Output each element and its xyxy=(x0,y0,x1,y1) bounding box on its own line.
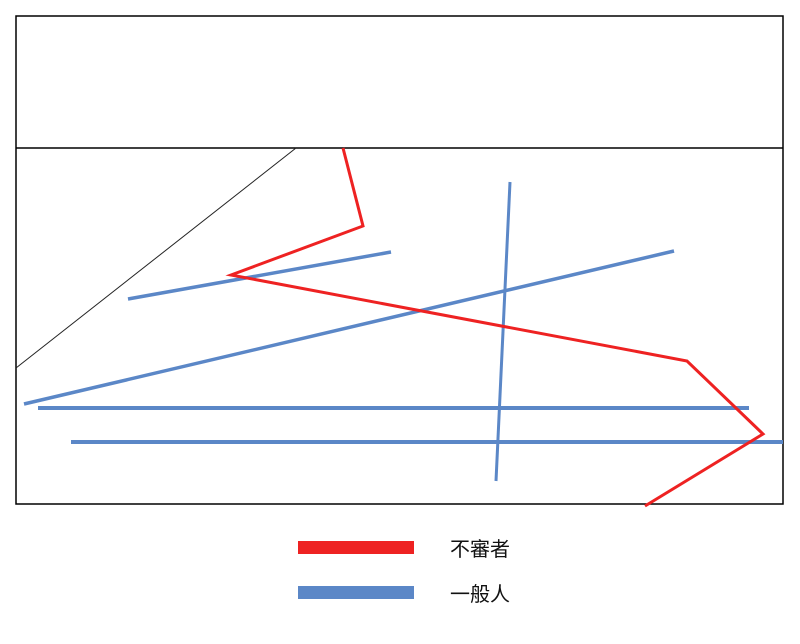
legend-swatch-suspicious xyxy=(298,541,414,554)
normal-person-trajectories xyxy=(23,181,783,482)
normal-trajectory-1 xyxy=(127,250,392,301)
legend-label-suspicious: 不審者 xyxy=(450,537,510,561)
normal-trajectory-2 xyxy=(23,249,675,406)
legend-label-normal: 一般人 xyxy=(450,582,510,606)
scene-frame xyxy=(15,15,784,505)
legend: 不審者 一般人 xyxy=(298,537,510,606)
suspicious-person-trajectory xyxy=(225,147,766,508)
legend-swatch-normal xyxy=(298,586,414,599)
diagonal-boundary-line xyxy=(15,147,297,369)
normal-trajectory-5 xyxy=(494,181,512,482)
